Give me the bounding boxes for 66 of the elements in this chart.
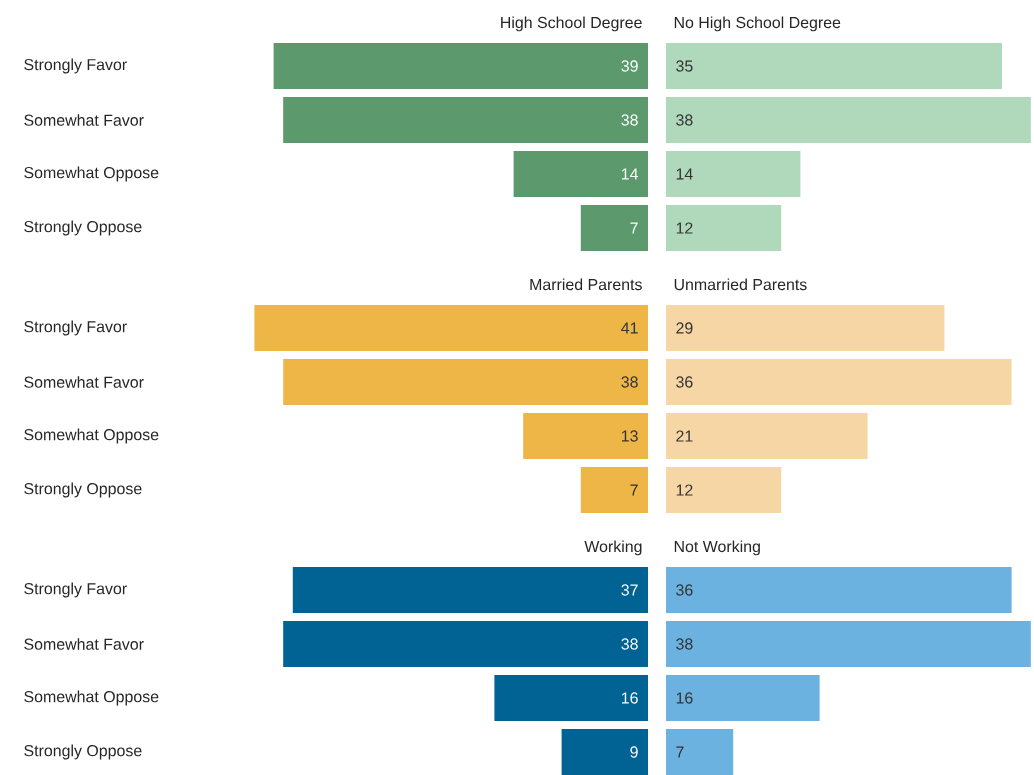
data-label: 14 bbox=[676, 168, 693, 180]
data-label: 38 bbox=[621, 638, 638, 650]
data-label: 29 bbox=[676, 322, 693, 334]
data-label: 36 bbox=[676, 376, 693, 388]
bar bbox=[666, 97, 1031, 143]
data-label: 37 bbox=[621, 584, 638, 596]
bar bbox=[666, 567, 1012, 613]
data-label: 13 bbox=[621, 430, 638, 442]
bar bbox=[283, 97, 648, 143]
bar bbox=[283, 359, 648, 405]
y-tick-label: Somewhat Oppose bbox=[24, 166, 159, 182]
bar bbox=[666, 43, 1003, 89]
y-tick-label: Strongly Oppose bbox=[24, 482, 142, 498]
bar bbox=[666, 675, 820, 722]
y-tick-label: Strongly Favor bbox=[24, 58, 127, 74]
y-tick-label: Strongly Favor bbox=[24, 320, 127, 336]
y-tick-label: Somewhat Oppose bbox=[24, 428, 159, 444]
y-tick-label: Strongly Oppose bbox=[24, 744, 142, 760]
series-label: Working bbox=[584, 540, 642, 556]
bar bbox=[580, 205, 648, 251]
data-label: 12 bbox=[676, 222, 693, 234]
data-label: 38 bbox=[621, 114, 638, 126]
bar bbox=[666, 621, 1031, 668]
y-tick-label: Somewhat Favor bbox=[24, 114, 144, 126]
bar bbox=[666, 729, 734, 775]
data-label: 12 bbox=[676, 484, 693, 496]
y-tick-label: Strongly Oppose bbox=[24, 220, 142, 236]
bar bbox=[513, 151, 648, 197]
bar bbox=[254, 305, 648, 352]
bar bbox=[666, 359, 1012, 405]
data-label: 41 bbox=[621, 322, 638, 334]
data-label: 7 bbox=[630, 484, 638, 496]
bar bbox=[666, 305, 945, 352]
bar bbox=[666, 467, 782, 513]
y-tick-label: Strongly Favor bbox=[24, 582, 127, 598]
data-label: 14 bbox=[621, 168, 639, 180]
bar bbox=[273, 43, 648, 89]
series-label: High School Degree bbox=[501, 16, 642, 32]
data-label: 21 bbox=[676, 430, 693, 442]
data-label: 38 bbox=[676, 638, 693, 650]
data-label: 39 bbox=[621, 60, 638, 72]
data-label: 38 bbox=[621, 376, 638, 388]
data-label: 7 bbox=[676, 746, 684, 758]
data-label: 16 bbox=[676, 692, 693, 704]
data-label: 9 bbox=[630, 746, 638, 758]
data-label: 35 bbox=[676, 60, 693, 72]
bar bbox=[666, 205, 782, 251]
series-label: No High School Degree bbox=[674, 16, 841, 32]
bar bbox=[666, 413, 868, 459]
series-label: Not Working bbox=[674, 540, 760, 556]
y-tick-label: Somewhat Favor bbox=[24, 638, 144, 650]
bar bbox=[561, 729, 648, 775]
y-tick-label: Somewhat Favor bbox=[24, 376, 144, 388]
data-label: 7 bbox=[630, 222, 638, 234]
data-label: 36 bbox=[676, 584, 693, 596]
bar bbox=[292, 567, 648, 613]
bar bbox=[494, 675, 648, 722]
bar bbox=[580, 467, 648, 513]
bar bbox=[666, 151, 801, 197]
data-label: 38 bbox=[676, 114, 693, 126]
y-tick-label: Somewhat Oppose bbox=[24, 690, 159, 706]
series-label: Married Parents bbox=[530, 278, 642, 291]
bar bbox=[523, 413, 648, 459]
series-label: Unmarried Parents bbox=[674, 278, 807, 291]
data-label: 16 bbox=[621, 692, 638, 704]
bar bbox=[283, 621, 648, 668]
